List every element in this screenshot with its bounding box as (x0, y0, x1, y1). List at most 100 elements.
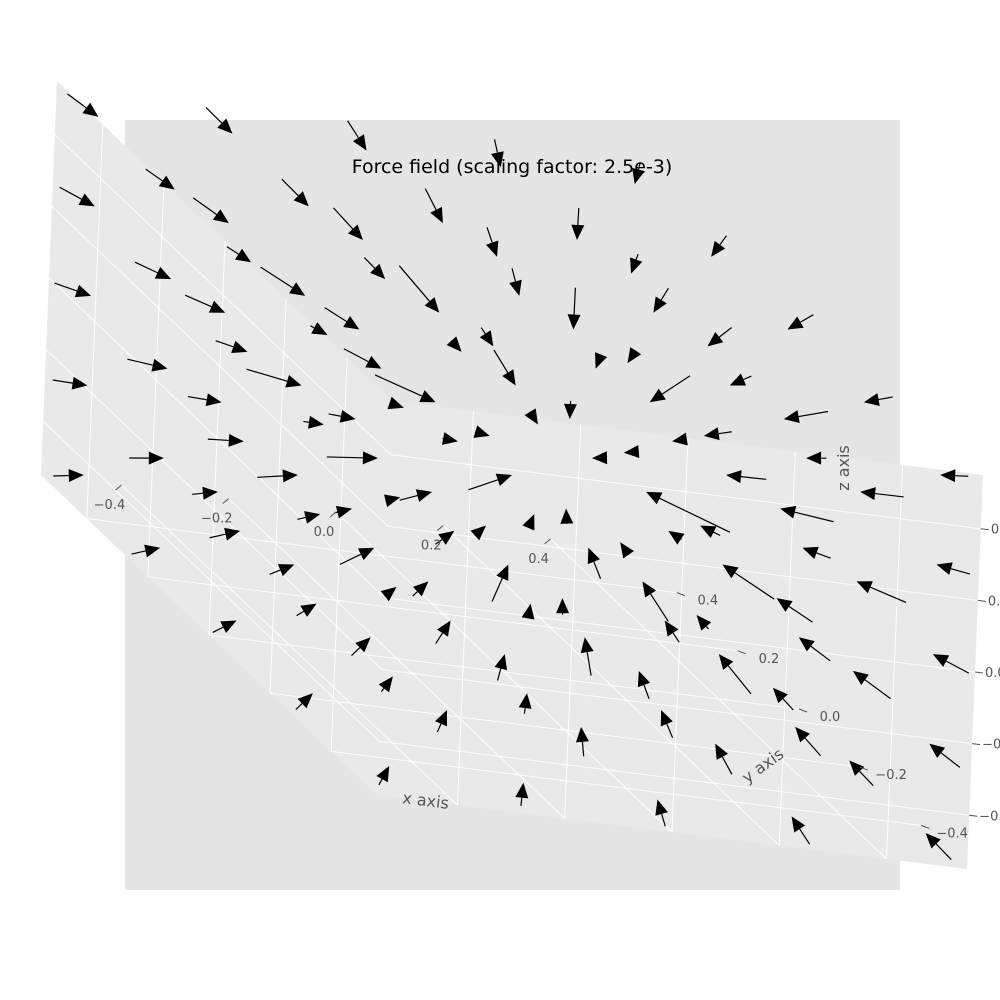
arrow-shaft (740, 476, 767, 480)
grid-line-z-left (54, 134, 392, 456)
arrow-head (502, 369, 516, 386)
arrow-shaft (347, 120, 359, 139)
arrow-head (668, 530, 685, 545)
arrow-shaft (324, 307, 347, 323)
chart-title: Force field (scaling factor: 2.5e-3) (352, 156, 673, 178)
arrow-shaft (435, 539, 443, 545)
arrow-shaft (303, 420, 310, 423)
arrow-shaft (718, 431, 732, 435)
arrow-head (623, 445, 640, 459)
arrow-head (936, 562, 953, 575)
arrow-head (571, 224, 585, 240)
arrow-shaft (586, 651, 592, 676)
arrow-head (217, 118, 233, 134)
arrow-shaft (800, 314, 814, 323)
arrow-head (380, 586, 397, 602)
arrow-head (772, 687, 788, 704)
z-tick-mark (974, 671, 984, 674)
arrow-shaft (659, 497, 731, 533)
arrow-shaft (794, 511, 834, 523)
arrow-shaft (436, 723, 442, 733)
arrow-shaft (798, 410, 829, 418)
arrow-head (355, 637, 371, 653)
arrow-shaft (468, 479, 498, 491)
arrow-head (430, 206, 443, 224)
z-tick-mark (969, 814, 978, 817)
arrow-head (795, 726, 810, 743)
grid-line-y-floor (331, 750, 922, 826)
arrow-head (277, 564, 295, 577)
arrow-head (707, 332, 724, 347)
x-tick-label: −0.2 (201, 512, 233, 527)
arrow-head (696, 615, 712, 631)
arrow-head (660, 710, 673, 727)
x-tick-mark (544, 538, 551, 545)
arrow-head (806, 451, 822, 465)
arrow-shaft (145, 168, 163, 182)
z-tick-mark (972, 743, 981, 746)
grid-line-z-back (387, 525, 978, 601)
arrow-shaft (297, 516, 306, 520)
arrow-head (703, 427, 720, 441)
y-tick-mark (921, 824, 930, 829)
arrow-head (646, 491, 663, 505)
arrow-head (798, 637, 815, 652)
arrow-head (289, 282, 306, 296)
arrow-head (649, 388, 666, 403)
arrow-head (208, 300, 226, 313)
arrow-head (700, 525, 717, 539)
arrow-head (82, 102, 99, 117)
x-tick-mark (436, 525, 444, 531)
grid-line-z-back (382, 669, 973, 745)
arrow-shaft (705, 626, 709, 630)
arrow-head (479, 330, 494, 347)
arrow-head (347, 224, 363, 240)
arrow-head (521, 603, 535, 620)
arrow-shaft (940, 752, 961, 768)
grid-line-y-floor (270, 692, 861, 768)
arrow-head (791, 816, 806, 833)
arrow-shaft (486, 227, 493, 243)
arrow-shaft (435, 632, 444, 644)
arrow-head (357, 547, 375, 561)
arrow-head (202, 486, 218, 500)
arrow-shaft (398, 265, 431, 302)
arrow-shaft (782, 698, 794, 711)
arrow-shaft (59, 186, 82, 200)
arrow-shaft (326, 456, 363, 459)
arrow-head (580, 637, 594, 654)
arrow-shaft (424, 188, 437, 211)
arrow-shaft (523, 707, 526, 714)
arrow-shaft (672, 632, 680, 643)
grid-line-z-back (384, 597, 976, 673)
arrow-shaft (339, 553, 362, 565)
arrow-head (711, 240, 726, 257)
arrow-head (729, 373, 747, 386)
arrow-shaft (281, 178, 299, 197)
arrow-shaft (719, 235, 728, 246)
grid-lines (42, 124, 981, 860)
arrow-head (802, 546, 819, 560)
arrow-head (592, 451, 608, 465)
y-tick-label: −0.4 (936, 826, 968, 841)
arrow-shaft (804, 737, 821, 757)
arrow-shaft (246, 368, 288, 382)
arrow-shaft (573, 287, 576, 315)
arrow-head (494, 654, 508, 671)
arrow-head (297, 693, 313, 709)
arrow-head (212, 209, 229, 224)
arrow-head (856, 581, 873, 594)
arrow-head (438, 530, 455, 545)
arrow-shaft (734, 572, 775, 600)
arrow-shaft (351, 647, 361, 656)
y-tick-mark (676, 592, 685, 597)
arrow-shaft (134, 261, 158, 274)
arrow-head (282, 469, 298, 483)
arrow-shaft (859, 770, 874, 787)
arrow-shaft (727, 665, 752, 695)
arrow-head (575, 726, 589, 743)
arrow-shaft (643, 684, 650, 700)
arrow-head (158, 175, 175, 190)
arrow-head (293, 191, 309, 207)
arrow-head (863, 393, 880, 406)
